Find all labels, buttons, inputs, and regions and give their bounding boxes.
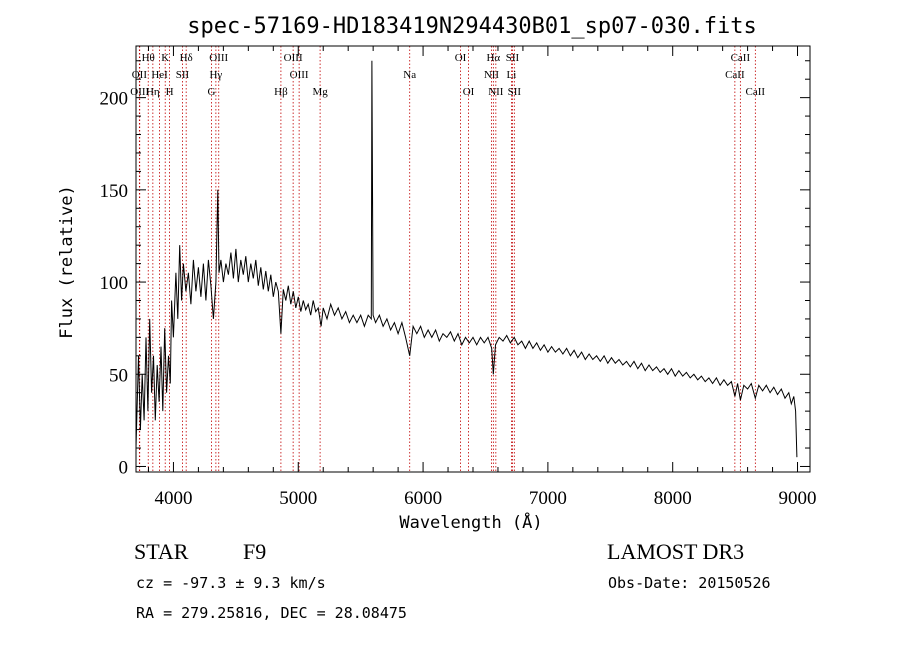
x-axis: 4000 5000 6000 7000 8000 9000: [147, 46, 817, 509]
x-axis-label: Wavelength (Å): [399, 511, 542, 533]
spectral-line-label: OI: [463, 86, 475, 98]
coordinates: RA = 279.25816, DEC = 28.08475: [136, 604, 407, 622]
y-tick-label: 50: [109, 365, 128, 386]
spectral-line-label: CaII: [731, 52, 751, 64]
x-tick-label: 4000: [154, 488, 192, 509]
spectral-line-label: OIII: [130, 86, 149, 98]
obs-date: Obs-Date: 20150526: [608, 574, 771, 592]
spectral-line-label: CaII: [725, 69, 745, 81]
x-tick-label: 5000: [279, 488, 317, 509]
x-tick-label: 7000: [529, 488, 567, 509]
spectral-line-label: OI: [455, 52, 467, 64]
spectral-line-label: Hθ: [142, 52, 155, 64]
spectral-line-label: CaII: [746, 86, 766, 98]
spectral-line-label: Hδ: [180, 52, 193, 64]
x-tick-label: 9000: [779, 488, 817, 509]
spectral-line-label: Na: [403, 69, 416, 81]
y-axis-label: Flux (relative): [57, 185, 77, 339]
y-axis: 0 50 100 150 200: [100, 60, 810, 478]
spectral-line-label: Hγ: [209, 69, 222, 81]
y-tick-label: 200: [100, 89, 129, 110]
spectral-line-label: SII: [506, 52, 520, 64]
spectral-line-markers: [138, 46, 756, 472]
spectral-line-label: SII: [176, 69, 190, 81]
spectral-line-label: G: [208, 86, 216, 98]
spectrum-series-line: [135, 60, 798, 458]
spectral-line-label: OIII: [209, 52, 228, 64]
y-tick-label: 100: [100, 273, 129, 294]
spectral-line-label: NII: [484, 69, 500, 81]
spectral-line-label: H: [166, 86, 174, 98]
spectral-line-label: Hη: [146, 86, 160, 98]
subclass: F9: [243, 539, 266, 564]
spectral-line-label: Hβ: [274, 86, 288, 98]
spectral-line-label: HeI: [151, 69, 168, 81]
x-tick-label: 8000: [654, 488, 692, 509]
spectral-line-label: Mg: [312, 86, 328, 98]
survey-name: LAMOST DR3: [607, 539, 744, 564]
spectral-line-label: NII: [488, 86, 504, 98]
spectral-line-label: SII: [508, 86, 522, 98]
spectral-line-label: OIII: [290, 69, 309, 81]
object-type: STAR: [134, 539, 189, 564]
spectral-line-label: K: [161, 52, 169, 64]
spectral-line-label: Hα: [486, 52, 500, 64]
spectral-line-label: OIII: [284, 52, 303, 64]
chart-title: spec-57169-HD183419N294430B01_sp07-030.f…: [187, 14, 757, 39]
redshift-info: cz = -97.3 ± 9.3 km/s: [136, 574, 326, 592]
x-tick-label: 6000: [404, 488, 442, 509]
y-tick-label: 0: [119, 457, 129, 478]
y-tick-label: 150: [100, 181, 129, 202]
spectral-line-label: Li: [507, 69, 517, 81]
